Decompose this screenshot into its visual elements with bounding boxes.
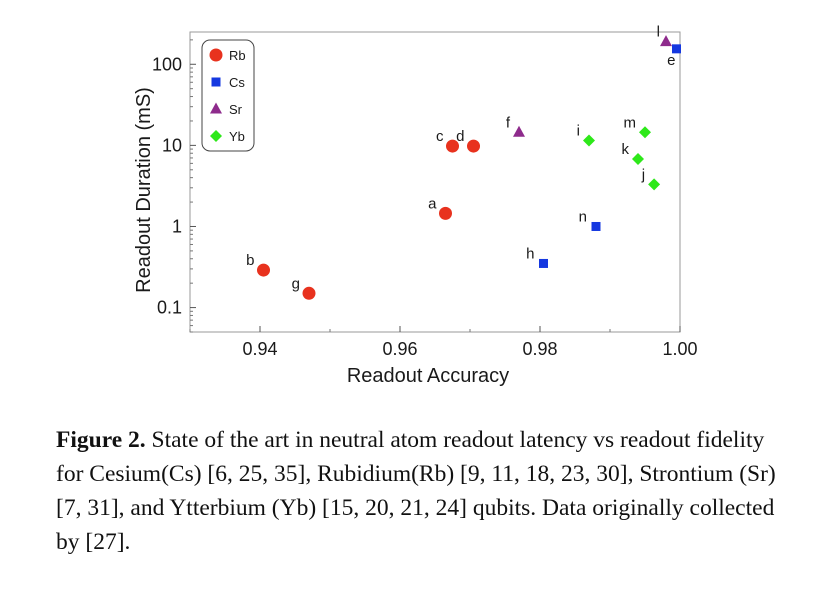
legend-label-yb: Yb <box>229 129 245 144</box>
point-label-b: b <box>246 252 254 269</box>
y-tick-label: 0.1 <box>157 298 182 318</box>
caption-label: Figure 2. <box>56 427 146 453</box>
point-label-n: n <box>579 208 587 225</box>
data-point-k <box>632 152 644 165</box>
legend-marker-rb <box>209 48 223 62</box>
chart-svg: 0.94 0.96 0.98 1.00 0.1 1 10 100 a b c d g e h n f l i jkm… <box>133 24 698 387</box>
point-label-h: h <box>526 245 534 262</box>
legend-marker-yb <box>210 130 222 142</box>
data-point-i <box>583 134 595 147</box>
x-tick-label: 0.98 <box>522 339 557 359</box>
data-point-g <box>302 286 316 300</box>
x-tick-label: 1.00 <box>662 339 697 359</box>
legend-label-rb: Rb <box>229 48 246 63</box>
data-point-l <box>660 35 672 47</box>
data-points <box>257 35 681 300</box>
x-axis-title: Readout Accuracy <box>347 365 509 387</box>
point-label-a: a <box>428 195 437 212</box>
point-label-g: g <box>292 275 300 292</box>
legend-box <box>201 39 255 152</box>
data-point-e <box>672 44 681 54</box>
data-point-f <box>513 125 525 137</box>
point-label-e: e <box>667 52 675 69</box>
data-point-c <box>446 139 459 153</box>
legend-label-sr: Sr <box>229 102 243 117</box>
point-label-d: d <box>456 128 464 145</box>
point-label-k: k <box>622 141 630 158</box>
figure-caption: Figure 2. State of the art in neutral at… <box>56 423 796 559</box>
y-axis-title: Readout Duration (mS) <box>133 87 155 293</box>
data-point-b <box>257 263 270 277</box>
x-tick-label: 0.96 <box>382 339 417 359</box>
legend-marker-sr <box>210 102 222 114</box>
caption-text: State of the art in neutral atom readout… <box>56 427 776 555</box>
y-tick-label: 100 <box>152 54 182 74</box>
point-label-j: j <box>641 166 645 183</box>
y-tick-label: 10 <box>162 135 182 155</box>
data-point-n <box>591 221 601 231</box>
data-point-a <box>439 206 452 220</box>
data-point-h <box>539 258 548 268</box>
legend-label-cs: Cs <box>229 75 245 90</box>
plot-frame <box>189 31 681 333</box>
point-label-i: i <box>577 122 580 139</box>
point-label-l: l <box>657 24 660 41</box>
y-tick-label: 1 <box>172 216 182 236</box>
point-label-f: f <box>506 114 511 131</box>
point-labels: a b c d g e h n f l i jkm <box>246 24 675 293</box>
point-label-m: m <box>624 114 637 131</box>
data-point-j <box>648 178 661 191</box>
point-label-c: c <box>436 128 444 145</box>
legend: Rb Cs Sr Yb <box>201 39 255 152</box>
tick-marks <box>189 39 681 333</box>
tick-labels: 0.94 0.96 0.98 1.00 0.1 1 10 100 <box>152 54 698 359</box>
x-tick-label: 0.94 <box>242 339 277 359</box>
legend-marker-cs <box>211 77 221 87</box>
data-point-m <box>639 126 651 139</box>
data-point-d <box>467 139 480 153</box>
